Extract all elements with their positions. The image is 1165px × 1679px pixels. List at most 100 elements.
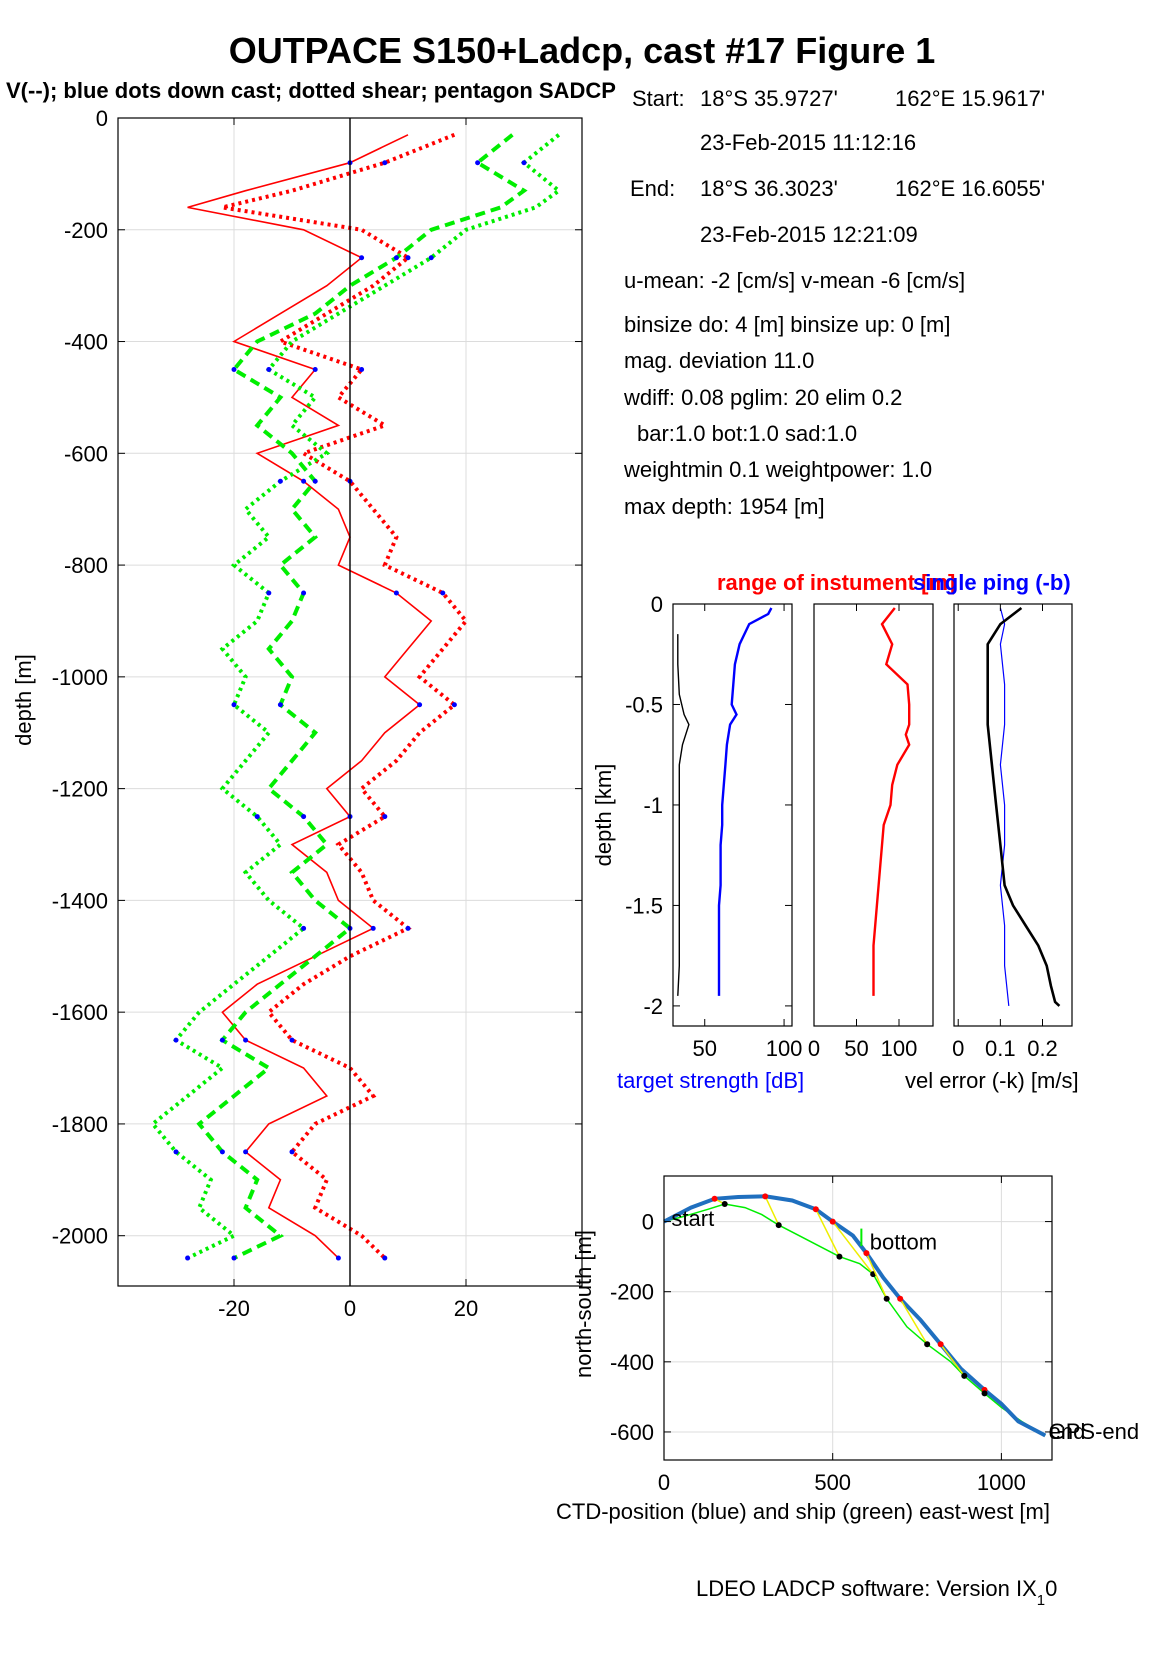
downcast-dot <box>301 925 307 931</box>
target-strength-label: target strength [dB] <box>617 1068 804 1093</box>
figure-subtitle: V(--); blue dots down cast; dotted shear… <box>6 78 616 103</box>
downcast-dot <box>301 590 307 596</box>
downcast-dot <box>254 814 260 820</box>
downcast-dot <box>301 478 307 484</box>
ship-track <box>663 1203 1046 1437</box>
ship-ctd-link <box>865 1252 888 1300</box>
ctd-marker <box>829 1218 836 1225</box>
range-series-red <box>872 607 911 996</box>
downcast-dot <box>289 1149 295 1155</box>
x-tick-label: 0 <box>952 1036 964 1061</box>
vel-error-label: vel error (-k) [m/s] <box>905 1068 1079 1093</box>
downcast-dot <box>277 702 283 708</box>
mag-deviation: mag. deviation 11.0 <box>624 348 814 373</box>
bar-info: bar:1.0 bot:1.0 sad:1.0 <box>637 421 857 446</box>
downcast-dot <box>277 478 283 484</box>
downcast-dot <box>335 1255 341 1261</box>
downcast-dot <box>451 702 457 708</box>
y-tick-label: -1800 <box>52 1112 108 1137</box>
range-panel-title: range of instument [m] <box>717 570 955 595</box>
downcast-dot <box>405 925 411 931</box>
x-tick-label: 500 <box>814 1470 851 1495</box>
target-strength-series-black <box>677 634 690 996</box>
downcast-dot <box>428 255 434 261</box>
x-tick-label: 100 <box>766 1036 803 1061</box>
downcast-dot <box>405 255 411 261</box>
ctd-marker <box>762 1193 769 1200</box>
downcast-dot <box>417 702 423 708</box>
y-tick-label: -200 <box>610 1280 654 1305</box>
ship-ctd-link <box>832 1221 874 1275</box>
ctd-marker <box>897 1295 904 1302</box>
downcast-dot <box>393 255 399 261</box>
downcast-dot <box>266 590 272 596</box>
ship-ctd-link <box>899 1298 928 1345</box>
depth-km-label: depth [km] <box>591 764 616 867</box>
x-tick-label: 100 <box>881 1036 918 1061</box>
x-tick-label: 0 <box>344 1296 356 1321</box>
y-tick-label: -1000 <box>52 665 108 690</box>
y-tick-label: -0.5 <box>625 692 663 717</box>
x-tick-label: 50 <box>844 1036 868 1061</box>
max-depth: max depth: 1954 [m] <box>624 494 825 519</box>
downcast-dot <box>382 160 388 166</box>
ctd-marker <box>812 1206 819 1213</box>
velocity-series-red-solid <box>187 134 433 1259</box>
downcast-dot <box>243 1037 249 1043</box>
x-tick-label: 0 <box>808 1036 820 1061</box>
mean-velocities: u-mean: -2 [cm/s] v-mean -6 [cm/s] <box>624 268 965 293</box>
figure-title: OUTPACE S150+Ladcp, cast #17 Figure 1 <box>229 30 936 71</box>
target-strength-panel-frame <box>672 603 793 1027</box>
x-tick-label: -20 <box>218 1296 250 1321</box>
x-tick-label: 0.1 <box>985 1036 1016 1061</box>
downcast-dot <box>231 702 237 708</box>
end-time: 23-Feb-2015 12:21:09 <box>700 222 918 247</box>
y-tick-label: -1400 <box>52 888 108 913</box>
vel-error-panel-bg <box>954 604 1072 1026</box>
y-tick-label: -600 <box>64 441 108 466</box>
downcast-dot <box>173 1037 179 1043</box>
x-tick-label: 50 <box>692 1036 716 1061</box>
end-lat: 18°S 36.3023' <box>700 176 838 201</box>
ship-marker <box>924 1341 931 1348</box>
position-panel-bg <box>664 1176 1052 1460</box>
ship-ctd-link <box>815 1208 841 1257</box>
start-label: Start: <box>632 86 685 111</box>
downcast-dot <box>219 1037 225 1043</box>
y-tick-label: -2 <box>643 994 663 1019</box>
downcast-dot <box>231 366 237 372</box>
y-tick-label: -600 <box>610 1420 654 1445</box>
ns-label: north-south [m] <box>571 1230 596 1378</box>
downcast-dot <box>312 478 318 484</box>
software-sub: 1 <box>1037 1592 1045 1609</box>
x-tick-label: 0.2 <box>1027 1036 1058 1061</box>
start-label: start <box>671 1206 714 1231</box>
downcast-dot <box>266 366 272 372</box>
ew-label: CTD-position (blue) and ship (green) eas… <box>556 1499 1050 1524</box>
gps-end-label: GPS-end <box>1049 1419 1140 1444</box>
downcast-dot <box>289 1037 295 1043</box>
ship-marker <box>836 1253 843 1260</box>
y-tick-label: 0 <box>96 106 108 131</box>
downcast-dot <box>440 590 446 596</box>
ship-marker <box>981 1390 988 1397</box>
downcast-dot <box>370 925 376 931</box>
vel-error-series-blue <box>999 607 1010 1006</box>
vel-error-panel: 0 0.1 0.2 <box>952 603 1073 1061</box>
downcast-dot <box>231 1255 237 1261</box>
x-tick-label: 0 <box>658 1470 670 1495</box>
y-tick-label: 0 <box>642 1210 654 1235</box>
weight-info: weightmin 0.1 weightpower: 1.0 <box>623 457 932 482</box>
downcast-dot <box>382 1255 388 1261</box>
y-tick-label: -1600 <box>52 1000 108 1025</box>
wdiff-info: wdiff: 0.08 pglim: 20 elim 0.2 <box>623 385 902 410</box>
y-tick-label: -1200 <box>52 777 108 802</box>
start-lon: 162°E 15.9617' <box>895 86 1045 111</box>
downcast-dot <box>312 366 318 372</box>
target-strength-series-blue <box>717 607 773 996</box>
downcast-dot <box>185 1255 191 1261</box>
ping-panel-title: single ping (-b) <box>913 570 1071 595</box>
y-tick-label: -2000 <box>52 1224 108 1249</box>
